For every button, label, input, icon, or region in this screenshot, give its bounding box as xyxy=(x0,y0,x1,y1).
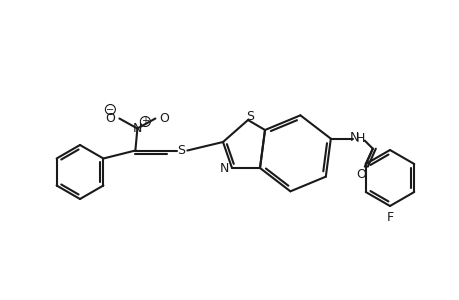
Text: S: S xyxy=(177,144,185,157)
Text: F: F xyxy=(386,212,393,224)
Text: S: S xyxy=(246,110,253,122)
Text: +: + xyxy=(141,116,149,127)
Text: O: O xyxy=(159,112,169,125)
Text: O: O xyxy=(355,168,365,181)
Text: O: O xyxy=(105,112,115,125)
Text: −: − xyxy=(106,104,114,115)
Text: N: N xyxy=(132,122,142,135)
Text: H: H xyxy=(355,132,365,145)
Text: N: N xyxy=(219,163,228,176)
Text: N: N xyxy=(349,131,359,144)
